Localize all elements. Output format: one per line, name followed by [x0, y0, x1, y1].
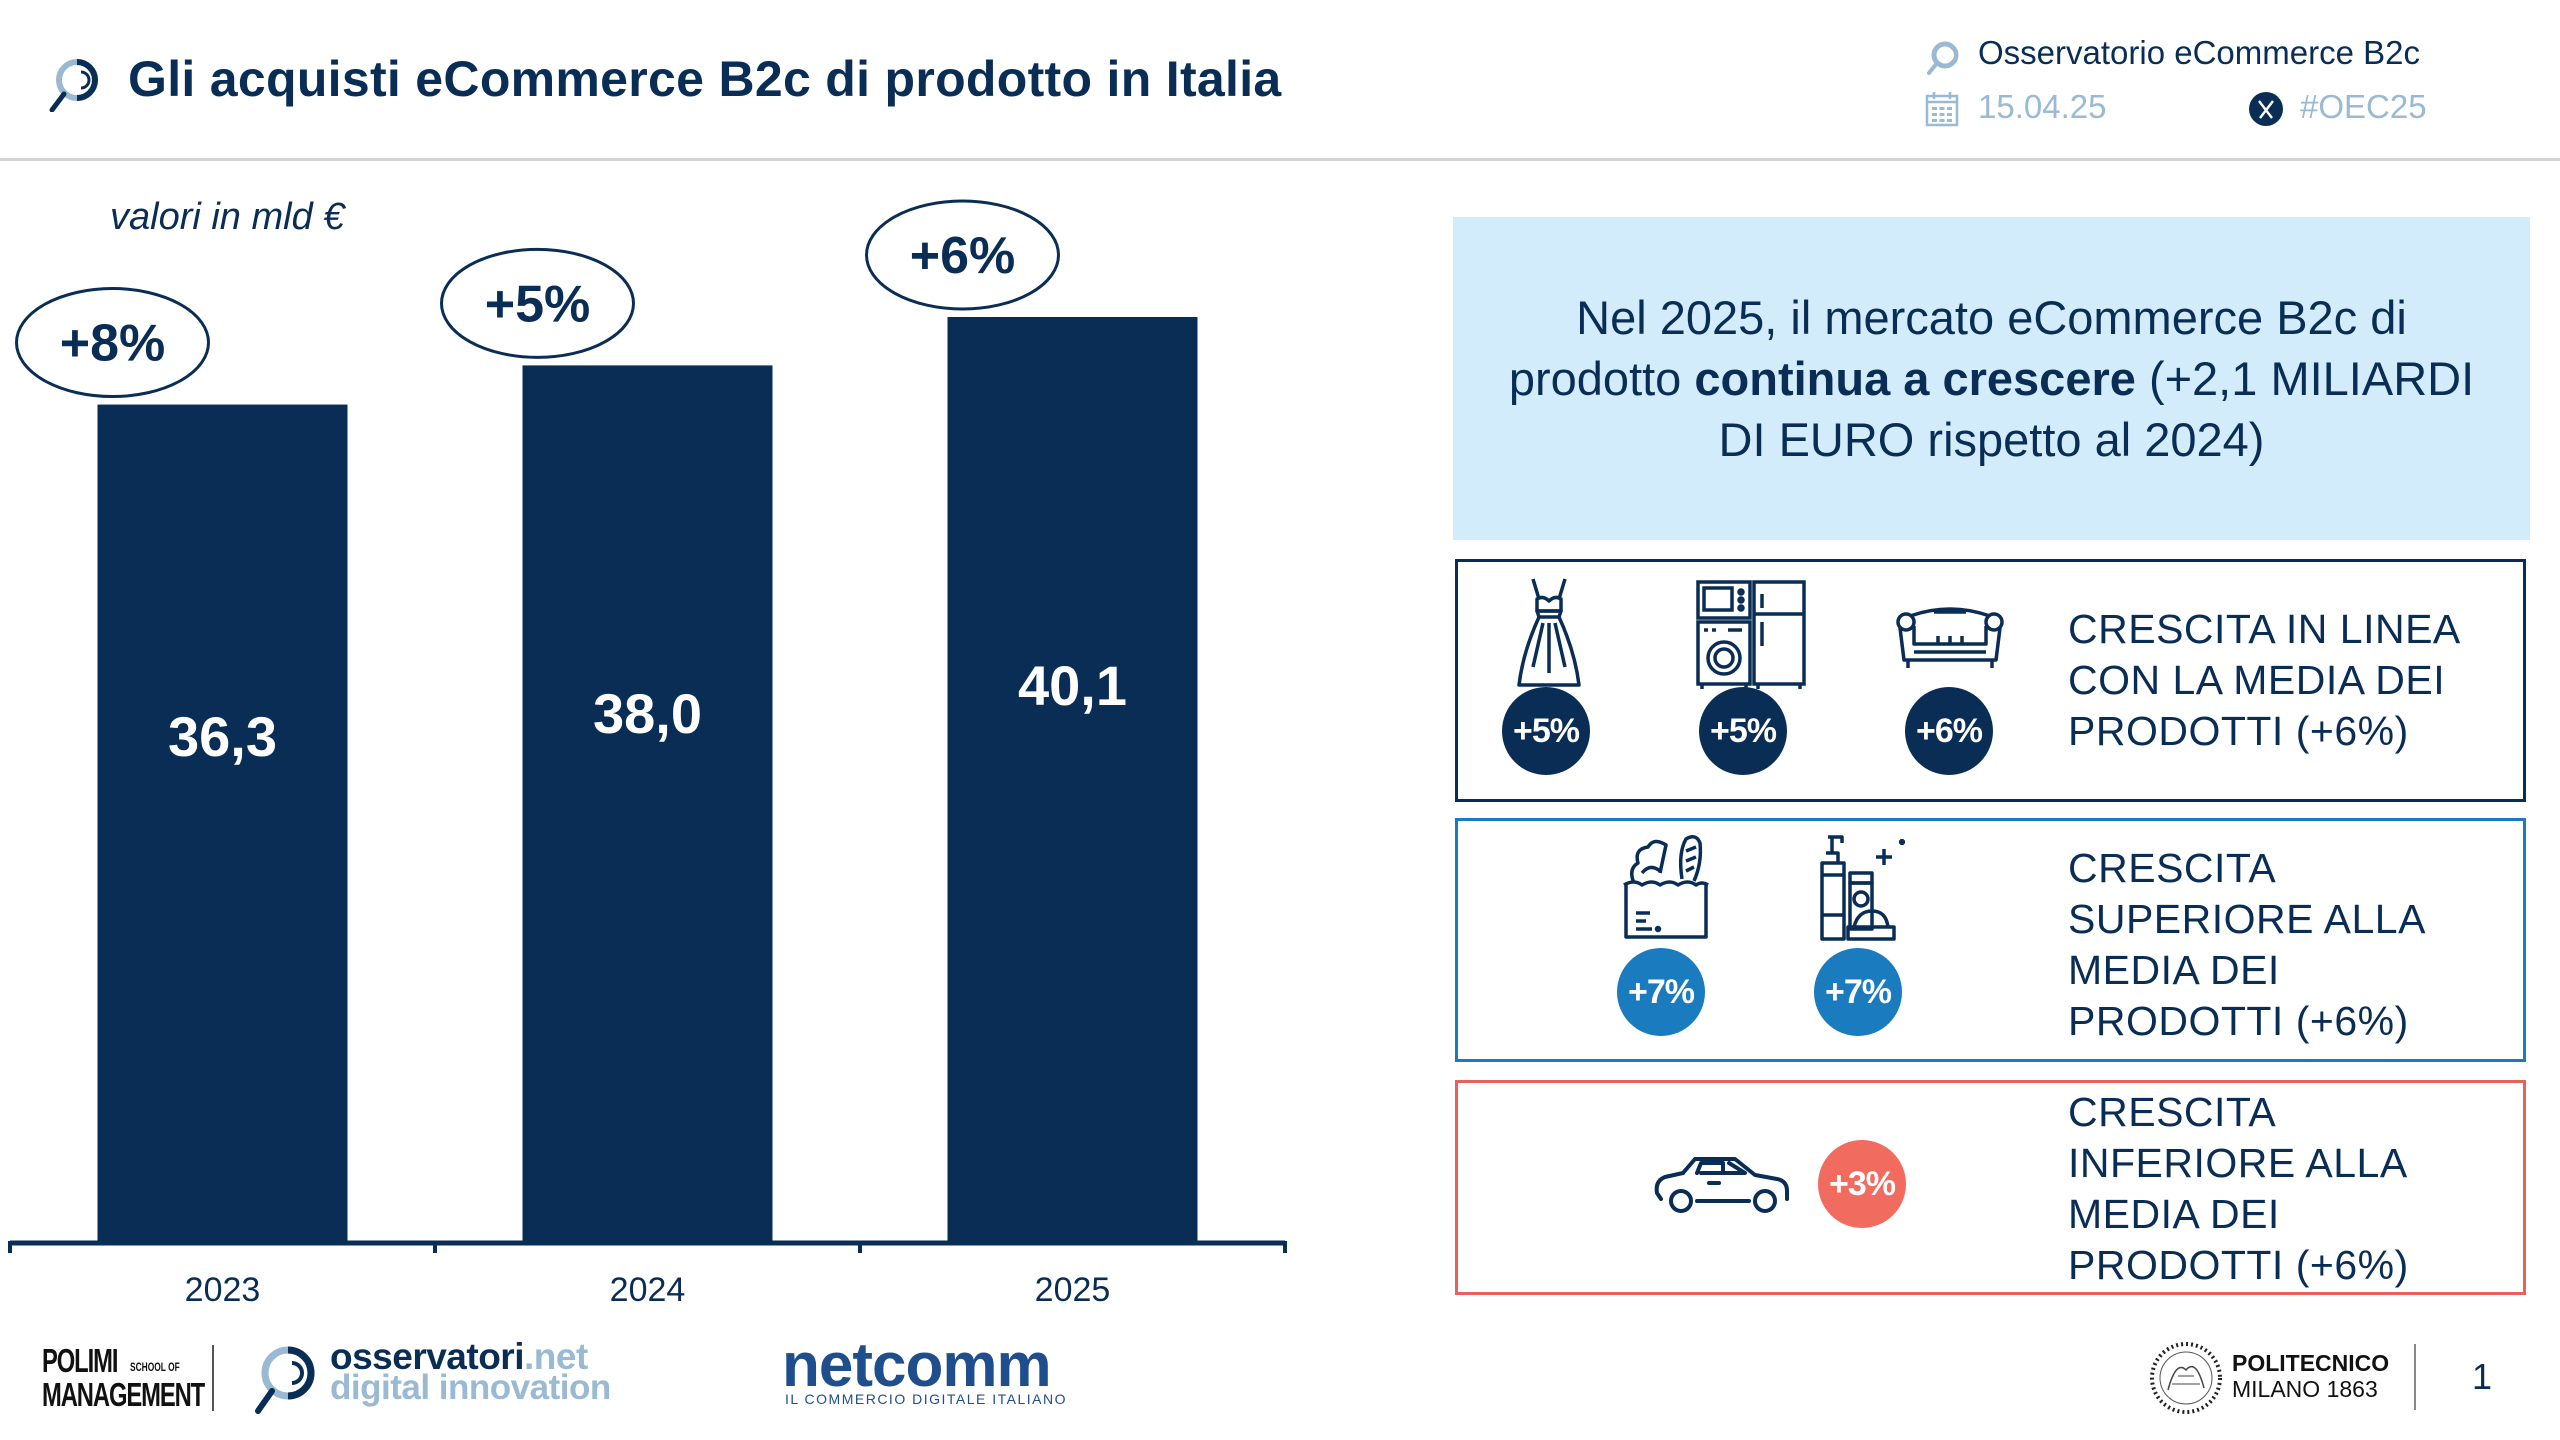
bar-value-label: 38,0 — [593, 682, 702, 745]
page-title: Gli acquisti eCommerce B2c di prodotto i… — [128, 51, 1282, 107]
unit-label: valori in mld € — [110, 196, 345, 238]
highlight-bold-text: continua a crescere — [1694, 352, 2136, 405]
appliances-icon — [1696, 580, 1808, 690]
growth-badge: +3% — [1818, 1140, 1906, 1228]
bar-2025 — [947, 317, 1198, 1241]
osservatori-net-logo: osservatori.net — [330, 1336, 588, 1377]
highlight-box: Nel 2025, il mercato eCommerce B2c di pr… — [1453, 217, 2530, 540]
category-box-below-average: +3% CRESCITA INFERIORE ALLA MEDIA DEI PR… — [1455, 1080, 2526, 1295]
bar-chart: 36,3 +8% 38,0 +5% 40,1 +6% 2023 2024 2025 — [8, 199, 1287, 1309]
growth-badge: +5% — [1699, 687, 1787, 775]
sofa-icon — [1894, 602, 2006, 672]
dress-icon — [1513, 577, 1585, 689]
observatory-label: Osservatorio eCommerce B2c — [1978, 34, 2420, 71]
digital-innovation-label: digital innovation — [330, 1368, 611, 1407]
x-tick-label: 2024 — [610, 1271, 686, 1309]
bar-value-label: 40,1 — [1018, 654, 1127, 717]
category-box-in-line: +5% +5% +6% CRESCITA IN LINE — [1455, 559, 2526, 802]
calendar-icon — [1925, 91, 1959, 127]
growth-badge: +5% — [1502, 687, 1590, 775]
x-tick-label: 2025 — [1035, 1271, 1111, 1309]
growth-label: +5% — [485, 275, 591, 333]
netcomm-logo: netcomm — [782, 1331, 1052, 1400]
growth-label: +6% — [910, 227, 1016, 285]
page-number: 1 — [2472, 1356, 2493, 1397]
category-description: CRESCITA IN LINEA CON LA MEDIA DEI PRODO… — [2068, 606, 2461, 754]
category-box-above-average: +7% +7% CRESCITA SUPERIORE ALLA MEDIA DE… — [1455, 818, 2526, 1062]
grocery-bag-icon — [1620, 833, 1712, 943]
politecnico-seal-icon — [2148, 1340, 2224, 1416]
netcomm-tagline: IL COMMERCIO DIGITALE ITALIANO — [785, 1391, 1067, 1407]
politecnico-logo-subtitle: MILANO 1863 — [2232, 1376, 2378, 1402]
header-divider — [0, 158, 2560, 161]
growth-badge: +6% — [1905, 687, 1993, 775]
hashtag-link[interactable]: #OEC25 — [2300, 88, 2427, 125]
osservatori-net-logo-icon — [248, 1343, 320, 1415]
car-icon — [1653, 1153, 1793, 1217]
footer-divider — [2414, 1344, 2416, 1410]
bar-2024 — [522, 365, 773, 1241]
polimi-logo: POLIMI SCHOOL OF MANAGEMENT — [42, 1342, 205, 1413]
category-description: CRESCITA SUPERIORE ALLA MEDIA DEI PRODOT… — [2068, 845, 2426, 1044]
growth-ellipse — [15, 287, 210, 399]
growth-badge: +7% — [1617, 948, 1705, 1036]
personal-care-icon — [1818, 835, 1918, 943]
date-label: 15.04.25 — [1978, 88, 2107, 125]
observatory-icon — [1925, 40, 1961, 76]
growth-badge: +7% — [1814, 948, 1902, 1036]
category-description: CRESCITA INFERIORE ALLA MEDIA DEI PRODOT… — [2068, 1089, 2409, 1288]
growth-ellipse — [865, 199, 1060, 311]
growth-ellipse — [440, 247, 635, 359]
x-twitter-icon[interactable] — [2248, 91, 2284, 127]
highlight-text: Nel 2025, il mercato eCommerce B2c di pr… — [1508, 291, 2475, 466]
osservatori-logo-icon — [44, 56, 104, 113]
x-tick-label: 2023 — [185, 1271, 261, 1309]
politecnico-logo-title: POLITECNICO — [2232, 1350, 2390, 1376]
footer-divider — [212, 1345, 214, 1411]
growth-label: +8% — [60, 315, 166, 373]
bar-2023 — [97, 404, 348, 1241]
bar-value-label: 36,3 — [168, 705, 277, 768]
